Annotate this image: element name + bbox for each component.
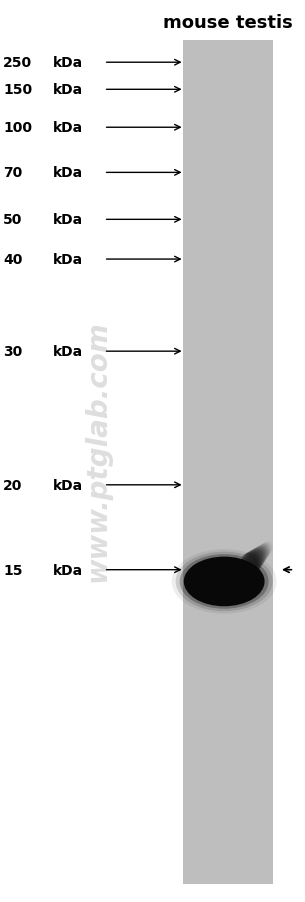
Ellipse shape xyxy=(248,549,263,571)
Ellipse shape xyxy=(250,548,264,568)
Text: 250: 250 xyxy=(3,56,32,70)
Text: kDa: kDa xyxy=(53,83,84,97)
Text: 40: 40 xyxy=(3,253,23,267)
Text: 70: 70 xyxy=(3,166,22,180)
Ellipse shape xyxy=(260,543,271,557)
Ellipse shape xyxy=(192,562,257,602)
Text: 15: 15 xyxy=(3,563,23,577)
Bar xyxy=(183,41,273,884)
Text: kDa: kDa xyxy=(53,478,84,492)
Text: 100: 100 xyxy=(3,121,32,135)
Text: mouse testis: mouse testis xyxy=(163,14,293,32)
Ellipse shape xyxy=(246,550,262,573)
Text: kDa: kDa xyxy=(53,121,84,135)
Ellipse shape xyxy=(251,548,265,566)
Text: kDa: kDa xyxy=(53,213,84,227)
Text: kDa: kDa xyxy=(53,56,84,70)
Text: kDa: kDa xyxy=(53,345,84,359)
Ellipse shape xyxy=(172,549,277,614)
Text: www.ptglab.com: www.ptglab.com xyxy=(84,320,112,582)
Ellipse shape xyxy=(245,551,261,575)
Ellipse shape xyxy=(258,544,270,559)
Ellipse shape xyxy=(176,552,273,612)
Ellipse shape xyxy=(255,546,268,563)
Text: kDa: kDa xyxy=(53,253,84,267)
Ellipse shape xyxy=(243,552,260,576)
Ellipse shape xyxy=(184,557,264,606)
Text: 20: 20 xyxy=(3,478,23,492)
Text: 50: 50 xyxy=(3,213,23,227)
Ellipse shape xyxy=(180,555,269,609)
Ellipse shape xyxy=(257,545,269,561)
Ellipse shape xyxy=(187,559,261,604)
Text: 30: 30 xyxy=(3,345,22,359)
Ellipse shape xyxy=(239,553,257,581)
Text: kDa: kDa xyxy=(53,166,84,180)
Text: 150: 150 xyxy=(3,83,32,97)
Ellipse shape xyxy=(253,547,267,565)
Text: kDa: kDa xyxy=(53,563,84,577)
Ellipse shape xyxy=(241,553,259,578)
